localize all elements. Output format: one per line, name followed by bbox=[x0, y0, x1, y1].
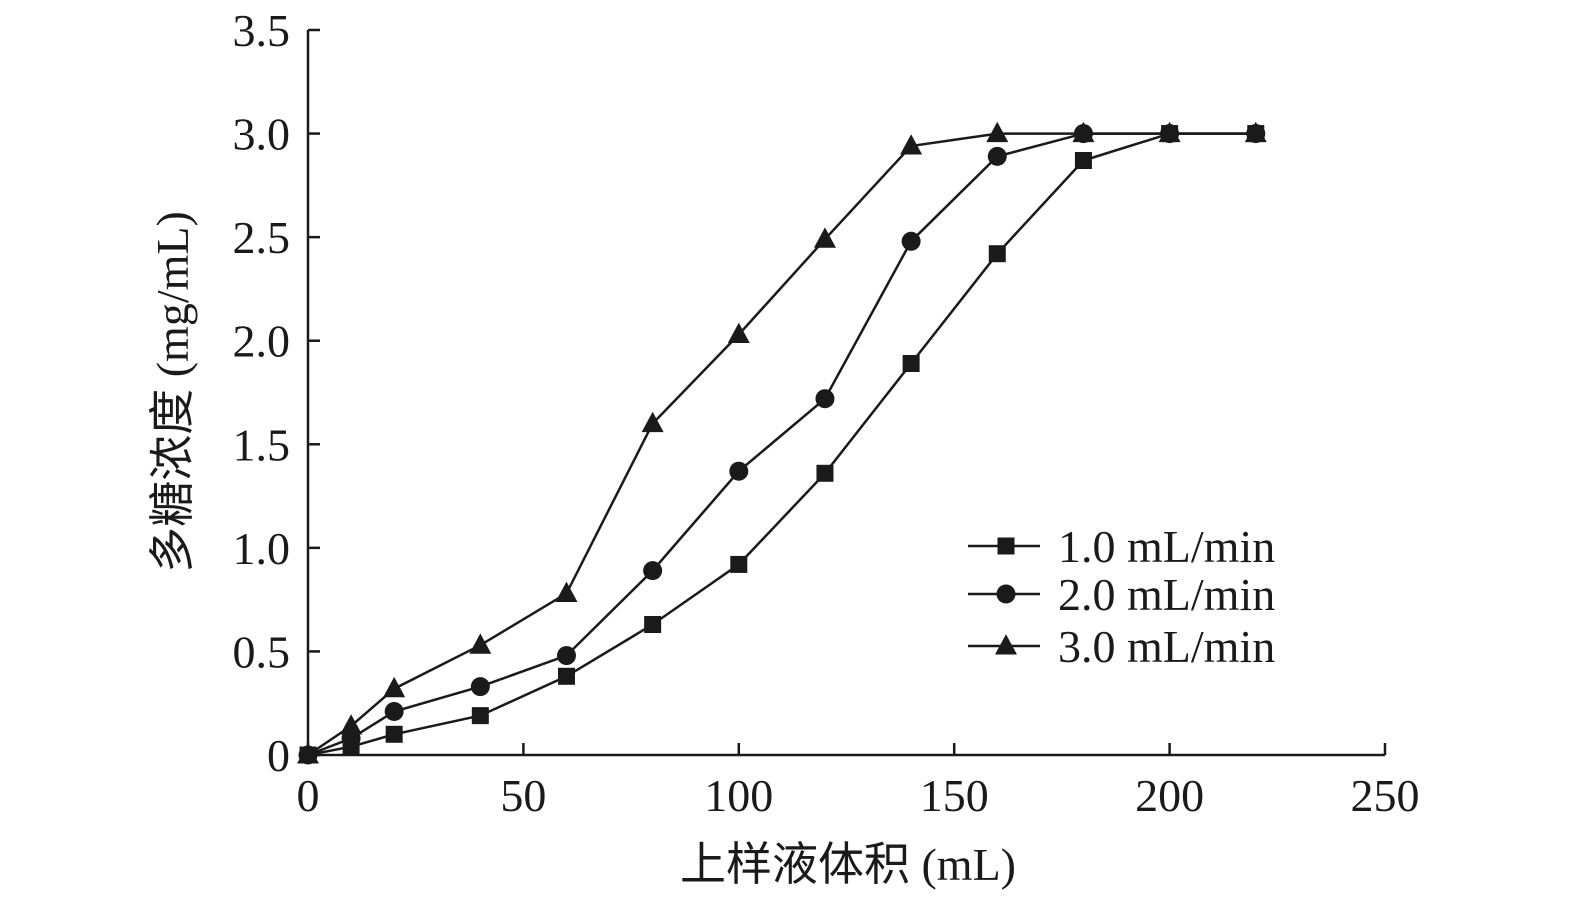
y-axis-title: 多糖浓度 (mg/mL) bbox=[147, 211, 198, 573]
series-group bbox=[297, 121, 1267, 765]
axes bbox=[306, 30, 1385, 757]
data-point-circle bbox=[470, 677, 490, 697]
data-point-square bbox=[730, 555, 748, 573]
data-point-triangle bbox=[727, 322, 750, 344]
data-point-triangle bbox=[340, 714, 363, 735]
y-tick-label: 0.5 bbox=[233, 626, 291, 677]
y-tick-label: 2.0 bbox=[233, 316, 291, 367]
data-point-triangle bbox=[1244, 121, 1267, 143]
y-tick-label: 2.5 bbox=[233, 212, 291, 263]
x-tick-label: 100 bbox=[704, 770, 773, 821]
data-point-triangle bbox=[986, 121, 1009, 143]
legend-label: 1.0 mL/min bbox=[1058, 521, 1275, 572]
data-point-square bbox=[1074, 152, 1092, 169]
y-tick-label: 1.5 bbox=[233, 419, 291, 470]
legend-item: 2.0 mL/min bbox=[968, 569, 1275, 620]
data-point-triangle bbox=[813, 227, 836, 248]
data-point-triangle bbox=[900, 134, 923, 155]
x-tick-label: 150 bbox=[920, 770, 989, 821]
legend-item: 1.0 mL/min bbox=[968, 521, 1275, 572]
legend-marker-square bbox=[997, 537, 1015, 555]
legend-label: 3.0 mL/min bbox=[1058, 621, 1275, 672]
data-point-triangle bbox=[383, 676, 406, 698]
y-tick-label: 0 bbox=[267, 730, 290, 781]
data-point-circle bbox=[987, 146, 1007, 166]
data-point-square bbox=[644, 616, 662, 633]
y-tick-label: 3.0 bbox=[233, 109, 291, 160]
data-point-circle bbox=[643, 561, 663, 581]
series-triangle bbox=[297, 121, 1267, 764]
data-point-square bbox=[471, 707, 489, 725]
legend-marker-circle bbox=[996, 584, 1016, 604]
x-tick-label: 0 bbox=[297, 770, 320, 821]
data-point-triangle bbox=[297, 743, 319, 764]
y-tick-label: 3.5 bbox=[233, 5, 291, 56]
data-point-square bbox=[902, 355, 920, 372]
data-point-circle bbox=[729, 461, 749, 481]
legend-marker-triangle bbox=[995, 634, 1017, 655]
data-point-circle bbox=[815, 389, 835, 409]
x-tick-label: 200 bbox=[1135, 770, 1204, 821]
tick-marks: 0 50 100 150 200 250 0 0.5 1.0 1.5 2.0 2.5 3.0 3.5 bbox=[233, 5, 1420, 821]
legend-label: 2.0 mL/min bbox=[1058, 569, 1275, 620]
data-point-square bbox=[557, 667, 575, 685]
data-point-triangle bbox=[1072, 121, 1095, 143]
data-point-triangle bbox=[555, 581, 578, 602]
data-point-circle bbox=[901, 231, 921, 251]
legend-item: 3.0 mL/min bbox=[968, 621, 1275, 672]
data-point-square bbox=[385, 725, 403, 743]
data-point-circle bbox=[384, 702, 404, 721]
x-tick-label: 50 bbox=[500, 770, 546, 821]
x-axis-title: 上样液体积 (mL) bbox=[680, 839, 1016, 890]
data-point-square bbox=[988, 245, 1006, 263]
y-tick-label: 1.0 bbox=[233, 523, 291, 574]
data-point-square bbox=[816, 464, 834, 482]
data-point-circle bbox=[556, 646, 576, 666]
data-point-triangle bbox=[641, 411, 664, 433]
data-point-triangle bbox=[469, 633, 492, 654]
data-point-triangle bbox=[1158, 121, 1181, 143]
x-tick-label: 250 bbox=[1351, 770, 1420, 821]
